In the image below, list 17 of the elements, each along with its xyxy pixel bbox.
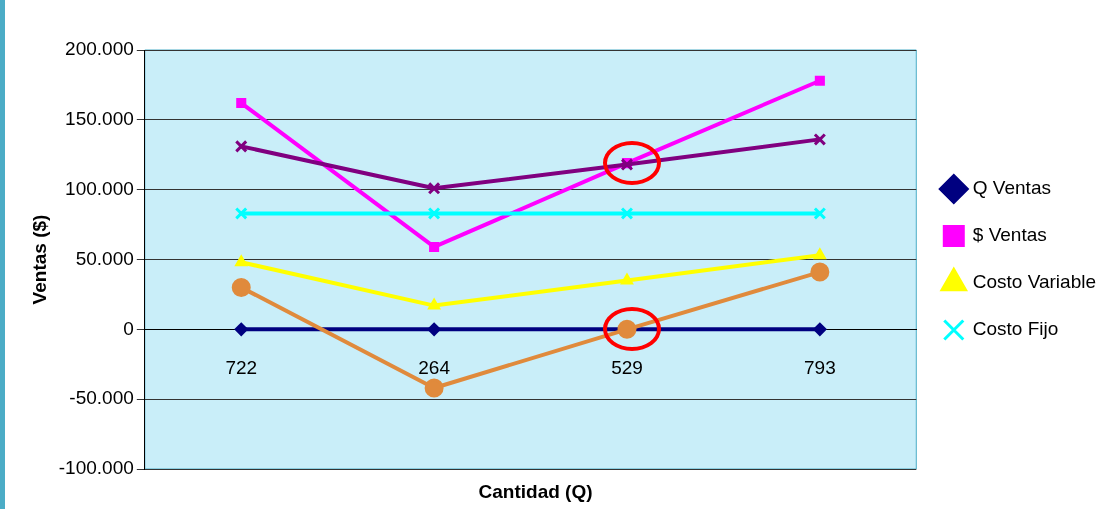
legend-label: Q Ventas: [972, 177, 1051, 199]
x-tick-label: 529: [611, 356, 643, 378]
x-axis-title: Cantidad (Q): [478, 481, 593, 503]
y-tick-label: 0: [123, 317, 134, 339]
y-tick-label: 50.000: [75, 247, 134, 269]
y-tick-label: 150.000: [65, 108, 134, 130]
x-tick-label: 722: [225, 356, 258, 378]
y-tick-label: 200.000: [65, 38, 134, 60]
legend-label: Costo Variable: [972, 271, 1097, 293]
y-tick-label: -100.000: [58, 457, 134, 479]
x-tick-label: 264: [418, 356, 451, 378]
y-tick-label: -50.000: [69, 387, 134, 409]
y-axis-title: Ventas ($): [28, 214, 50, 305]
y-tick-label: 100.000: [65, 177, 134, 199]
legend-label: Costo Fijo: [972, 318, 1059, 340]
x-tick-label: 793: [804, 356, 836, 378]
legend-label: $ Ventas: [972, 224, 1047, 246]
